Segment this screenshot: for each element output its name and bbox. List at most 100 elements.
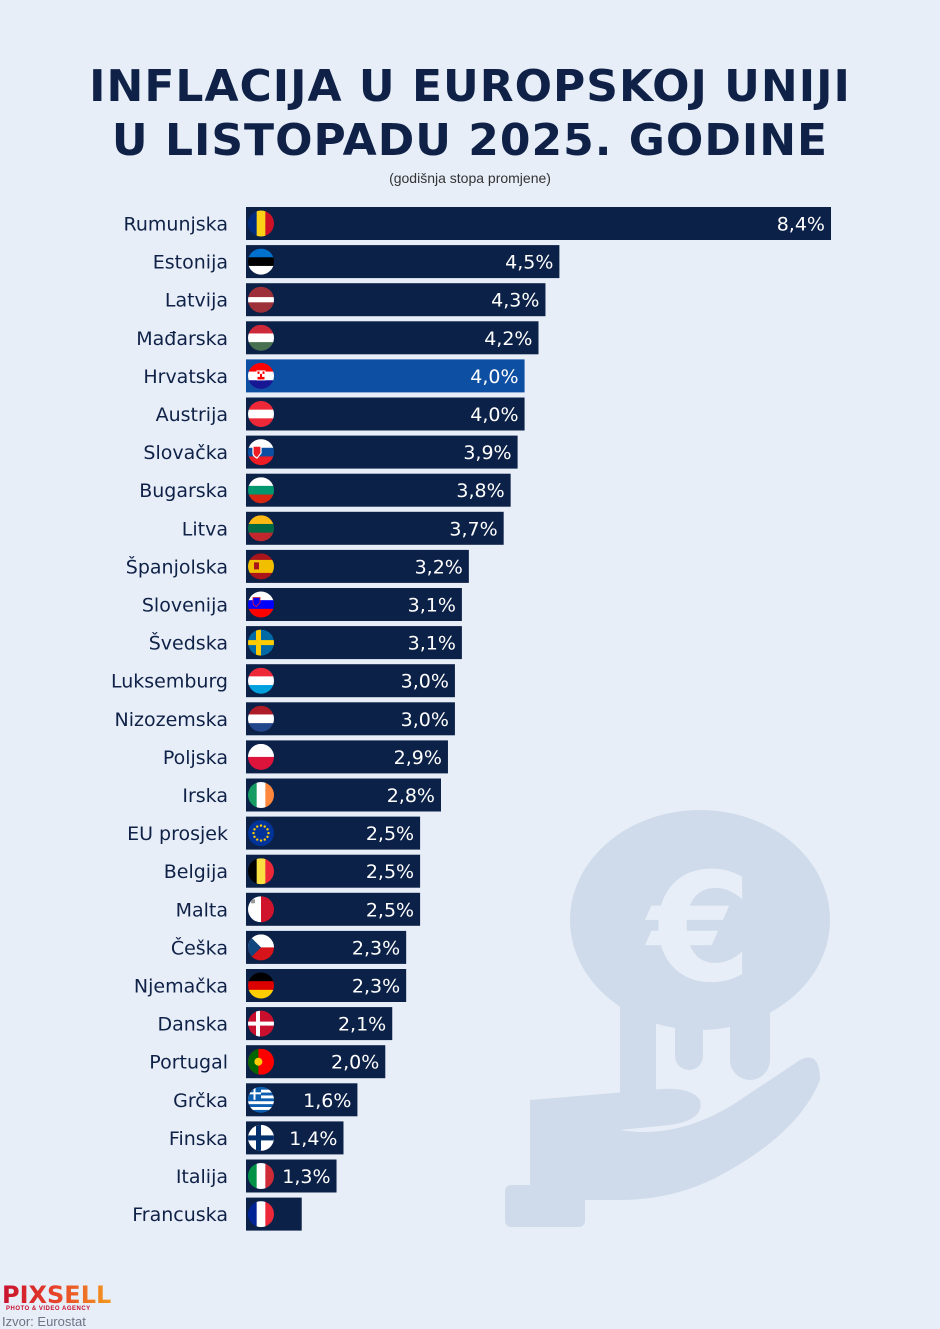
category-label: Luksemburg — [111, 671, 228, 693]
bar-ie — [246, 778, 441, 812]
category-label: Litva — [182, 518, 228, 540]
value-label: 1,4% — [289, 1128, 337, 1150]
flag-fi-icon — [248, 1124, 274, 1151]
bar-lv — [246, 283, 546, 317]
category-label: Bugarska — [139, 480, 228, 502]
flag-ro-icon — [248, 210, 274, 237]
value-label: 3,2% — [415, 556, 463, 578]
value-label: 2,5% — [366, 861, 414, 883]
category-label: Hrvatska — [143, 366, 228, 388]
category-label: Portugal — [149, 1052, 228, 1074]
category-label: Malta — [176, 899, 228, 921]
bar-eu — [246, 816, 421, 850]
bar-es — [246, 549, 469, 583]
source-note: Izvor: Eurostat — [2, 1314, 86, 1329]
flag-se-icon — [248, 629, 274, 656]
category-label: Slovenija — [142, 595, 228, 617]
euro-symbol-icon: € — [645, 842, 752, 1016]
title-line-2: U LISTOPADU 2025. GODINE — [111, 115, 829, 166]
category-label: Poljska — [163, 747, 228, 769]
bar-bg — [246, 473, 511, 507]
category-label: Slovačka — [143, 442, 228, 464]
bar-hr — [246, 359, 525, 393]
flag-hr-icon — [248, 362, 274, 389]
flag-sk-icon — [248, 439, 274, 466]
category-label: Grčka — [173, 1090, 228, 1112]
bar-sk — [246, 435, 518, 469]
title-line-1: INFLACIJA U EUROPSKOJ UNIJI — [89, 61, 851, 112]
flag-ie-icon — [248, 782, 274, 808]
flag-it-icon — [248, 1163, 274, 1189]
category-label: Danska — [157, 1014, 228, 1036]
category-label: EU prosjek — [127, 823, 228, 845]
bar-pl — [246, 740, 448, 774]
value-label: 2,3% — [352, 937, 400, 959]
flag-bg-icon — [248, 477, 274, 504]
chart-subtitle: (godišnja stopa promjene) — [389, 170, 551, 186]
flag-si-icon — [248, 591, 274, 618]
value-label: 2,8% — [387, 785, 435, 807]
bar-be — [246, 854, 421, 888]
flag-cz-icon — [248, 934, 274, 961]
flag-pl-icon — [248, 743, 274, 770]
bar-si — [246, 588, 462, 621]
flag-mt-icon — [248, 896, 274, 923]
value-label: 2,1% — [338, 1014, 386, 1036]
value-label: 4,3% — [491, 290, 539, 312]
value-label: 8,4% — [777, 214, 825, 236]
bar-hu — [246, 321, 539, 355]
value-label: 3,8% — [456, 480, 504, 502]
category-label: Rumunjska — [124, 214, 228, 236]
category-label: Belgija — [164, 861, 228, 883]
category-label: Švedska — [149, 631, 228, 655]
flag-fr-icon — [248, 1201, 274, 1228]
category-label: Latvija — [165, 290, 228, 312]
value-label: 3,7% — [449, 518, 497, 540]
bar-lt — [246, 511, 504, 545]
bar-ro — [246, 207, 831, 240]
flag-de-icon — [248, 972, 274, 999]
flag-nl-icon — [248, 705, 274, 732]
value-label: 2,3% — [352, 976, 400, 998]
flag-lt-icon — [248, 515, 274, 542]
flag-lu-icon — [248, 667, 274, 694]
bar-lu — [246, 664, 455, 698]
bar-se — [246, 626, 462, 660]
flag-pt-icon — [248, 1048, 274, 1075]
category-label: Francuska — [132, 1204, 228, 1226]
category-label: Češka — [171, 935, 228, 959]
value-label: 3,1% — [408, 633, 456, 655]
value-label: 2,9% — [394, 747, 442, 769]
value-label: 3,9% — [463, 442, 511, 464]
value-label: 1,3% — [282, 1166, 330, 1188]
bar-at — [246, 397, 525, 431]
value-label: 2,0% — [331, 1052, 379, 1074]
value-label: 3,0% — [401, 709, 449, 731]
value-label: 2,5% — [366, 823, 414, 845]
category-label: Estonija — [153, 252, 228, 274]
category-label: Španjolska — [126, 554, 228, 578]
bar-mt — [246, 892, 421, 926]
category-label: Njemačka — [134, 976, 228, 998]
category-label: Irska — [182, 785, 228, 807]
flag-dk-icon — [248, 1010, 274, 1037]
bar-nl — [246, 702, 455, 736]
euro-coin-hand-illustration: € — [505, 810, 830, 1227]
value-label: 3,0% — [401, 671, 449, 693]
chart-title: INFLACIJA U EUROPSKOJ UNIJI U LISTOPADU … — [0, 60, 940, 168]
value-label: 2,5% — [366, 899, 414, 921]
value-label: 3,1% — [408, 595, 456, 617]
value-label: 4,2% — [484, 328, 532, 350]
flag-ee-icon — [248, 248, 274, 275]
pixsell-logo-tagline: PHOTO & VIDEO AGENCY — [6, 1306, 91, 1312]
flag-es-icon — [248, 553, 274, 580]
flag-eu-icon — [248, 820, 274, 847]
category-label: Italija — [176, 1166, 228, 1188]
flag-lv-icon — [248, 286, 274, 313]
value-label: 4,0% — [470, 366, 518, 388]
value-label: 1,6% — [303, 1090, 351, 1112]
flag-hu-icon — [248, 324, 274, 351]
category-label: Austrija — [156, 404, 228, 426]
category-label: Nizozemska — [115, 709, 228, 731]
